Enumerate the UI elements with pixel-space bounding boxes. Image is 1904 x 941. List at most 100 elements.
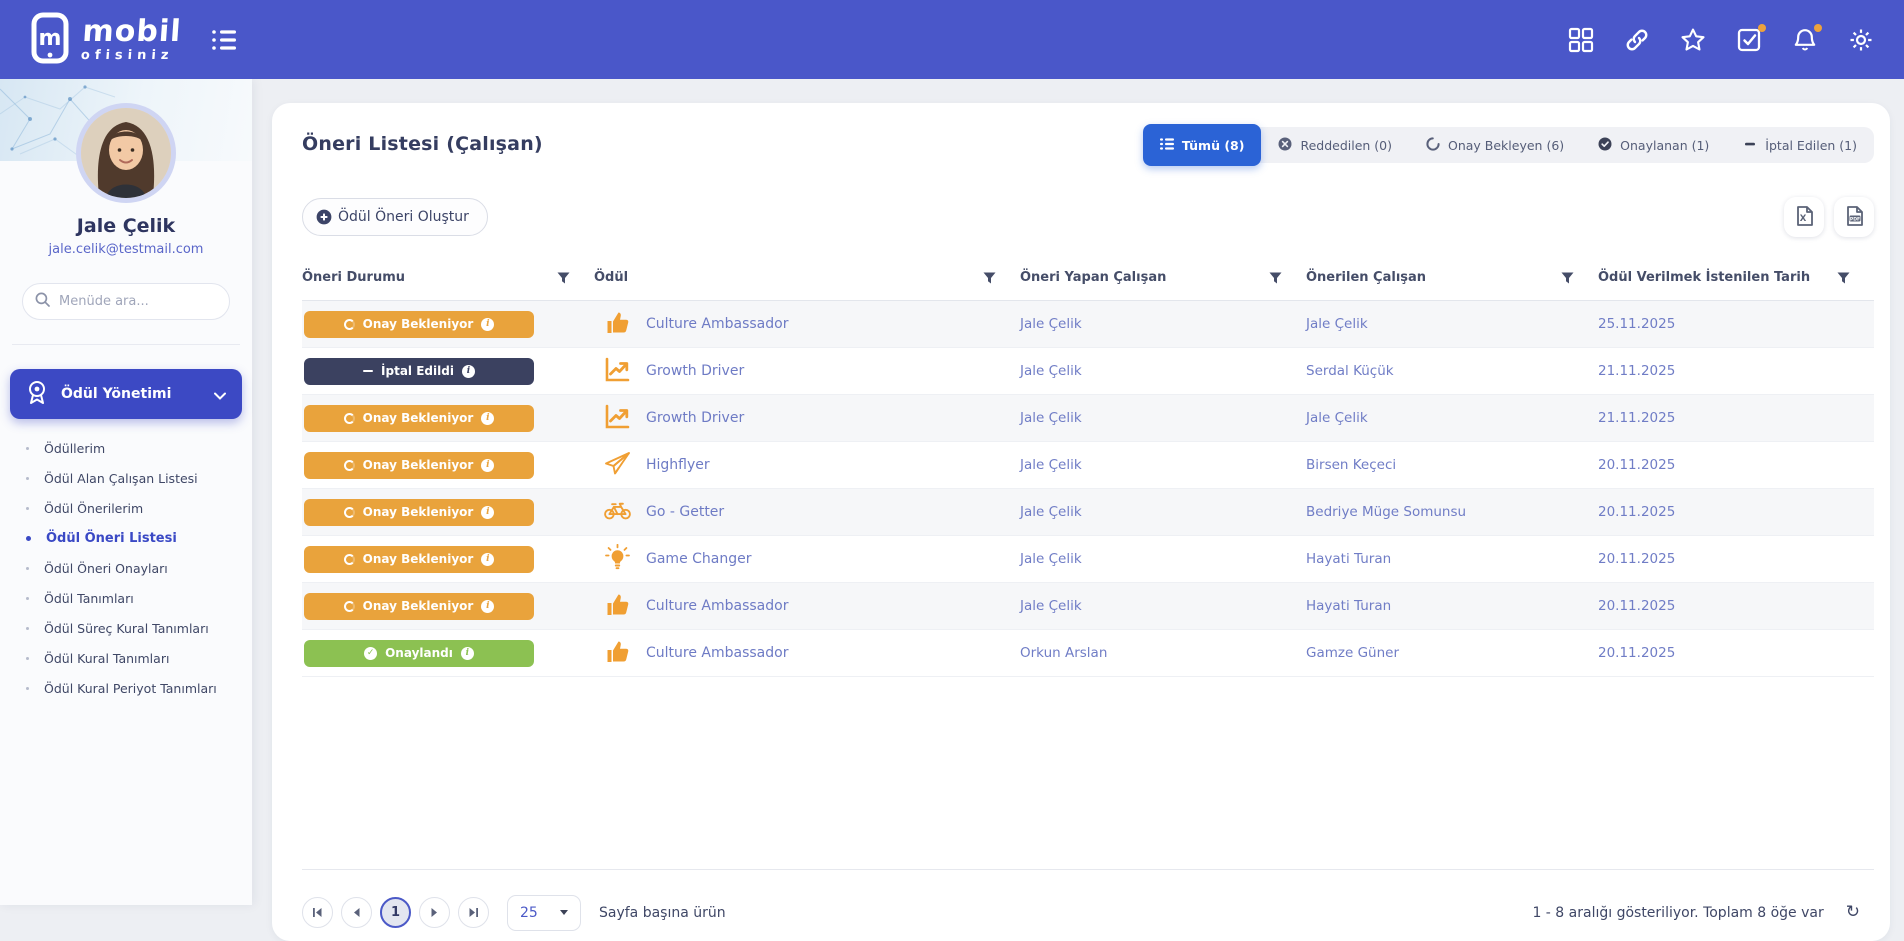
tab-5[interactable]: İptal Edilen (1) xyxy=(1726,127,1874,163)
link-icon[interactable] xyxy=(1624,27,1650,53)
search-icon xyxy=(35,292,50,311)
reward-date: 20.11.2025 xyxy=(1598,645,1874,661)
thumbs-up-icon xyxy=(604,309,631,340)
menu-search-input[interactable] xyxy=(59,294,229,309)
reward-name: Growth Driver xyxy=(646,410,744,426)
proposed-employee-name: Serdal Küçük xyxy=(1306,363,1598,379)
bullet-dot-icon xyxy=(26,627,29,630)
tasks-icon[interactable] xyxy=(1736,27,1762,53)
user-avatar[interactable] xyxy=(81,108,171,198)
app-logo[interactable]: m mobil ofisiniz xyxy=(30,12,181,68)
info-icon[interactable]: i xyxy=(481,506,494,519)
page-size-select[interactable]: 25 xyxy=(507,895,581,931)
last-page-button[interactable] xyxy=(458,897,489,928)
sidebar-item-label: Ödül Kural Tanımları xyxy=(44,651,169,666)
bullet-dot-icon xyxy=(26,597,29,600)
filter-funnel-icon[interactable] xyxy=(1561,272,1574,284)
chart-up-icon xyxy=(604,356,631,387)
column-label: Ödül xyxy=(594,270,628,285)
reward-name: Culture Ambassador xyxy=(646,316,788,332)
tab-4[interactable]: Onaylanan (1) xyxy=(1581,127,1726,163)
refresh-icon[interactable]: ↻ xyxy=(1846,904,1860,921)
star-icon[interactable] xyxy=(1680,27,1706,53)
proposer-name: Jale Çelik xyxy=(1020,410,1306,426)
sidebar-item-6[interactable]: Ödül Tanımları xyxy=(0,583,252,613)
proposed-employee-name: Gamze Güner xyxy=(1306,645,1598,661)
proposed-employee-name: Hayati Turan xyxy=(1306,551,1598,567)
sidebar-item-2[interactable]: Ödül Alan Çalışan Listesi xyxy=(0,463,252,493)
sidebar: Jale Çelik jale.celik@testmail.com Ödül … xyxy=(0,79,252,905)
filter-funnel-icon[interactable] xyxy=(557,272,570,284)
approved-check-icon: ✓ xyxy=(364,647,377,660)
sidebar-group-odul-yonetimi[interactable]: Ödül Yönetimi xyxy=(10,369,242,419)
apps-grid-icon[interactable] xyxy=(1568,27,1594,53)
sidebar-item-3[interactable]: Ödül Önerilerim xyxy=(0,493,252,523)
info-icon[interactable]: i xyxy=(462,365,475,378)
tab-1[interactable]: Tümü (8) xyxy=(1143,124,1262,166)
info-icon[interactable]: i xyxy=(481,600,494,613)
info-icon[interactable]: i xyxy=(461,647,474,660)
top-navbar: m mobil ofisiniz xyxy=(0,0,1904,79)
thumbs-up-icon xyxy=(604,638,631,669)
caret-down-icon xyxy=(560,910,568,915)
filter-funnel-icon[interactable] xyxy=(1837,272,1850,284)
sidebar-item-label: Ödül Süreç Kural Tanımları xyxy=(44,621,209,636)
thumbs-up-icon xyxy=(604,591,631,622)
bicycle-icon xyxy=(604,497,631,528)
export-pdf-button[interactable]: PDF xyxy=(1834,197,1874,237)
check-circle-icon xyxy=(1598,137,1612,154)
sidebar-toggle-hamburger-icon[interactable] xyxy=(211,28,239,52)
first-page-button[interactable] xyxy=(302,897,333,928)
sidebar-item-5[interactable]: Ödül Öneri Onayları xyxy=(0,553,252,583)
info-icon[interactable]: i xyxy=(481,553,494,566)
bullet-dot-icon xyxy=(26,477,29,480)
current-page-button[interactable]: 1 xyxy=(380,897,411,928)
reward-date: 25.11.2025 xyxy=(1598,316,1874,332)
previous-page-button[interactable] xyxy=(341,897,372,928)
tab-2[interactable]: Reddedilen (0) xyxy=(1261,127,1409,163)
proposer-name: Jale Çelik xyxy=(1020,551,1306,567)
sidebar-item-label: Ödül Öneri Listesi xyxy=(46,531,177,546)
tab-3[interactable]: Onay Bekleyen (6) xyxy=(1409,127,1581,163)
tab-label: Onaylanan (1) xyxy=(1620,138,1709,153)
create-reward-suggestion-button[interactable]: Ödül Öneri Oluştur xyxy=(302,198,488,236)
list-icon xyxy=(1160,137,1174,154)
notification-dot xyxy=(1758,24,1766,32)
filter-funnel-icon[interactable] xyxy=(1269,272,1282,284)
tab-label: Reddedilen (0) xyxy=(1300,138,1392,153)
sidebar-item-8[interactable]: Ödül Kural Tanımları xyxy=(0,643,252,673)
column-header-1: Öneri Durumu xyxy=(302,270,594,285)
pending-spinner-icon xyxy=(344,507,355,518)
column-header-4: Önerilen Çalışan xyxy=(1306,270,1598,285)
sidebar-item-9[interactable]: Ödül Kural Periyot Tanımları xyxy=(0,673,252,703)
info-icon[interactable]: i xyxy=(481,412,494,425)
sidebar-item-4[interactable]: Ödül Öneri Listesi xyxy=(0,523,252,553)
bell-icon[interactable] xyxy=(1792,27,1818,53)
sidebar-item-7[interactable]: Ödül Süreç Kural Tanımları xyxy=(0,613,252,643)
export-excel-button[interactable]: X xyxy=(1784,197,1824,237)
filter-funnel-icon[interactable] xyxy=(983,272,996,284)
next-page-button[interactable] xyxy=(419,897,450,928)
sidebar-item-1[interactable]: Ödüllerim xyxy=(0,433,252,463)
info-icon[interactable]: i xyxy=(481,459,494,472)
proposed-employee-name: Birsen Keçeci xyxy=(1306,457,1598,473)
gear-icon[interactable] xyxy=(1848,27,1874,53)
info-icon[interactable]: i xyxy=(481,318,494,331)
